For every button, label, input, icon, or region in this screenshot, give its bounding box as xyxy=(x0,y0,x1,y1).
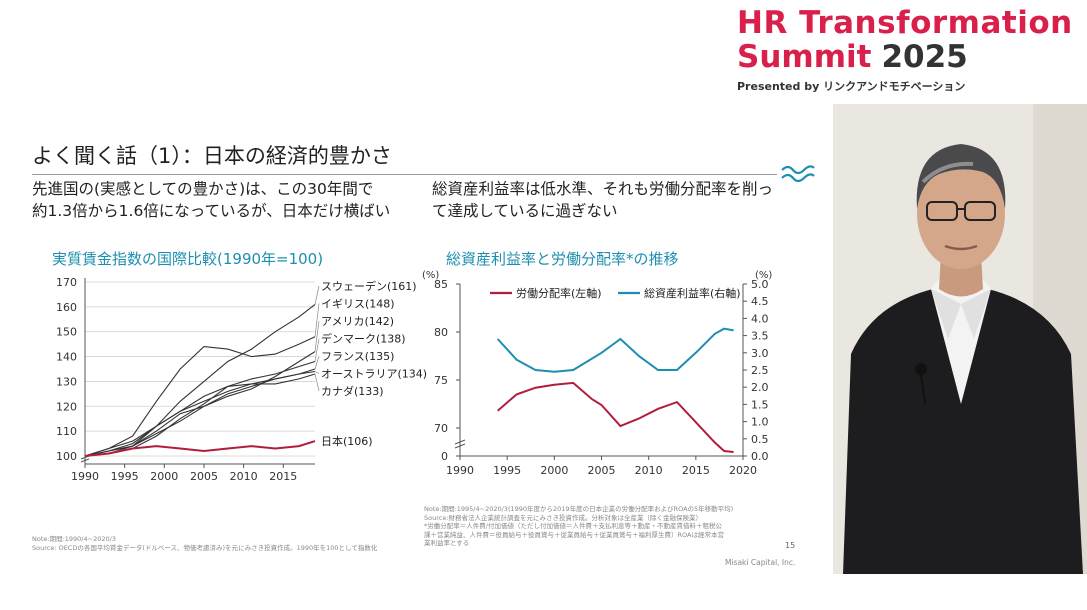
series-label: 日本(106) xyxy=(321,434,373,448)
y-right-tick-label: 2.0 xyxy=(751,381,769,394)
y-right-tick-label: 2.5 xyxy=(751,364,769,377)
x-tick-label: 2010 xyxy=(635,464,663,477)
x-tick-label: 2010 xyxy=(230,470,258,483)
series-label: フランス(135) xyxy=(321,350,394,363)
series-line xyxy=(84,373,316,457)
y-tick-label: 120 xyxy=(56,400,77,413)
y-tick-label: 110 xyxy=(56,425,77,438)
x-tick-label: 2020 xyxy=(729,464,757,477)
y-right-tick-label: 5.0 xyxy=(751,278,769,291)
series-leader-line xyxy=(314,285,320,305)
brand-subtitle: Summit 2025 xyxy=(737,40,1077,74)
series-label: デンマーク(138) xyxy=(321,332,406,346)
series-line xyxy=(84,351,316,457)
x-tick-label: 2015 xyxy=(269,470,297,483)
brand-year: 2025 xyxy=(881,39,968,75)
series-line xyxy=(84,336,316,457)
speaker-video xyxy=(833,104,1087,574)
axis-break-icon xyxy=(454,439,466,449)
y-right-tick-label: 4.0 xyxy=(751,312,769,325)
presented-by: Presented by リンクアンドモチベーション xyxy=(737,80,966,93)
series-line xyxy=(84,370,316,457)
x-tick-label: 1990 xyxy=(71,470,99,483)
x-tick-label: 2005 xyxy=(588,464,616,477)
series-label: アメリカ(142) xyxy=(321,315,394,328)
x-tick-label: 1990 xyxy=(446,464,474,477)
title-divider xyxy=(32,174,777,175)
y-right-tick-label: 0.0 xyxy=(751,450,769,463)
series-leader-line xyxy=(314,373,320,392)
roa-labor-share-chart: (%) (%) 0 70 75 80 85 0.0 0.5 1.0 1.5 2.0 2.5 3.0 3.5 4… xyxy=(422,270,772,477)
y-right-tick-label: 3.5 xyxy=(751,330,769,343)
y-right-tick-label: 1.5 xyxy=(751,398,769,411)
wage-index-chart: 100 110 120 130 140 150 160 170 1990 1995 2000 2005… xyxy=(56,276,427,483)
y-tick-label: 100 xyxy=(56,450,77,463)
series-label: スウェーデン(161) xyxy=(321,279,417,293)
y-tick-label: 160 xyxy=(56,301,77,314)
series-label: イギリス(148) xyxy=(321,298,395,311)
brand-title: HR Transformation xyxy=(737,5,1073,41)
speaker-figure xyxy=(833,104,1087,574)
x-tick-label: 1995 xyxy=(111,470,139,483)
series-line xyxy=(84,303,316,457)
series-leader-line xyxy=(314,338,320,362)
wave-logo-icon xyxy=(781,165,815,183)
y-right-tick-label: 1.0 xyxy=(751,416,769,429)
series-leader-line xyxy=(314,320,320,352)
y-left-tick-label: 70 xyxy=(434,422,448,435)
left-description: 先進国の(実感としての豊かさ)は、この30年間で 約1.3倍から1.6倍になって… xyxy=(32,180,391,220)
brand-summit: Summit xyxy=(737,39,872,75)
right-chart-title: 総資産利益率と労働分配率*の推移 xyxy=(446,250,679,268)
left-chart-title: 実質賃金指数の国際比較(1990年=100) xyxy=(52,250,324,268)
event-branding: HR Transformation Summit 2025 Presented b… xyxy=(737,6,1077,94)
y-right-tick-label: 3.0 xyxy=(751,347,769,360)
series-leader-line xyxy=(314,355,320,370)
x-tick-label: 2005 xyxy=(190,470,218,483)
legend-label: 総資産利益率(右軸) xyxy=(644,286,741,300)
slide-title: よく聞く話（1）：日本の経済的豊かさ xyxy=(32,144,392,168)
y-left-tick-label: 80 xyxy=(434,326,448,339)
y-left-tick-label: 75 xyxy=(434,374,448,387)
series-leader-line xyxy=(314,371,320,374)
slide-credit: Misaki Capital, Inc. xyxy=(725,558,796,567)
legend-label: 労働分配率(左軸) xyxy=(516,286,602,300)
y-left-tick-label: 0 xyxy=(441,450,448,463)
series-label: カナダ(133) xyxy=(321,384,384,398)
series-line xyxy=(496,327,734,373)
left-chart-note: Note:期間:1990/4~2020/3 Source: OECDの各国平均賃… xyxy=(32,535,378,552)
page-number: 15 xyxy=(785,541,796,550)
y-tick-label: 140 xyxy=(56,351,77,364)
y-left-unit: (%) xyxy=(422,270,439,281)
x-tick-label: 2000 xyxy=(150,470,178,483)
x-tick-label: 2000 xyxy=(540,464,568,477)
y-tick-label: 170 xyxy=(56,276,77,289)
series-label: オーストラリア(134) xyxy=(321,368,427,381)
x-tick-label: 1995 xyxy=(493,464,521,477)
y-right-tick-label: 0.5 xyxy=(751,433,769,446)
y-right-unit: (%) xyxy=(755,270,772,281)
x-tick-label: 2015 xyxy=(682,464,710,477)
right-description: 総資産利益率は低水準、それも労働分配率を削っ て達成しているに過ぎない xyxy=(432,180,774,220)
right-chart-note: Note:期間:1995/4~2020/3(1990年度から2019年度の日本企… xyxy=(424,505,734,547)
series-leader-line xyxy=(314,303,320,337)
y-right-tick-label: 4.5 xyxy=(751,295,769,308)
series-line xyxy=(84,440,316,457)
y-left-tick-label: 85 xyxy=(434,278,448,291)
y-tick-label: 130 xyxy=(56,375,77,388)
series-line xyxy=(84,360,316,457)
y-tick-label: 150 xyxy=(56,326,77,339)
series-line xyxy=(497,381,734,453)
presentation-slide: よく聞く話（1）：日本の経済的豊かさ 先進国の(実感としての豊かさ)は、この30… xyxy=(0,104,833,574)
